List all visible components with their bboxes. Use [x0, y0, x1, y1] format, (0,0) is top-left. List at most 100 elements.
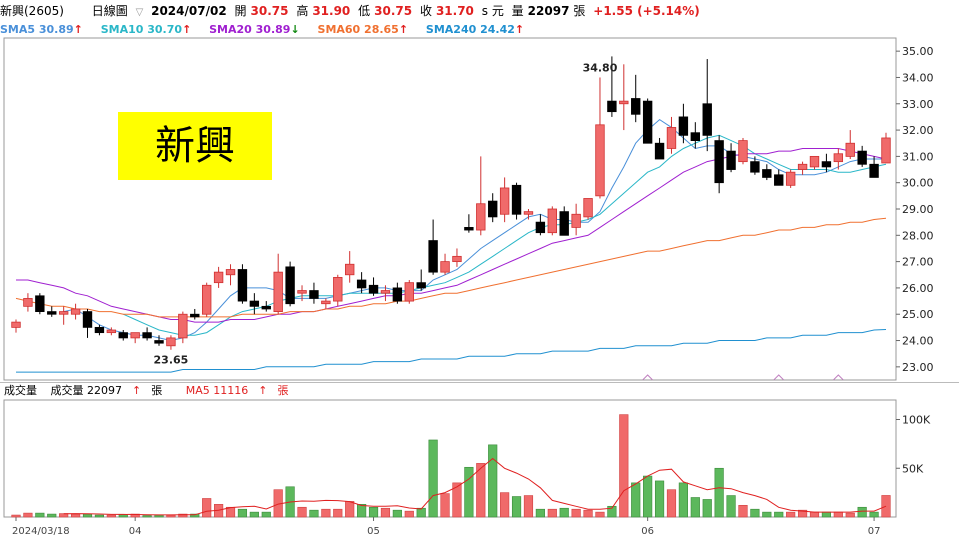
volume-unit: 張	[573, 4, 586, 18]
volume-bar	[59, 513, 69, 518]
dropdown-icon[interactable]: ▽	[135, 7, 144, 18]
candle-body	[797, 163, 808, 170]
candle-body	[261, 305, 271, 310]
volume-bar	[47, 513, 57, 518]
candle-body	[416, 282, 426, 289]
volume-bar	[523, 495, 534, 518]
candle-body	[58, 311, 69, 315]
volume-bar	[118, 514, 128, 518]
candle-body	[130, 332, 140, 339]
candle-body	[237, 269, 248, 302]
candle-body	[35, 295, 45, 313]
candle-body	[785, 171, 796, 186]
candle-body	[869, 163, 879, 178]
volume-title: 成交量	[4, 384, 37, 397]
stock-name: 新興(2605)	[0, 4, 64, 18]
volume-bar	[345, 501, 355, 518]
ma-legend: SMA5 30.89↑ SMA10 30.70↑ SMA20 30.89↓ SM…	[0, 22, 538, 38]
candle-body	[82, 311, 93, 328]
candle-body	[702, 103, 712, 136]
open-label: 開	[234, 4, 247, 18]
candle-body	[225, 269, 236, 276]
volume-tick-label: 50K	[902, 462, 924, 475]
candle-body	[690, 132, 701, 141]
candle-body	[476, 203, 486, 231]
volume-label: 量	[511, 4, 524, 18]
ma-legend-sma60[interactable]: SMA60 28.65↑	[318, 23, 409, 36]
candle-body	[523, 211, 534, 215]
open-value: 30.75	[250, 4, 289, 18]
volume-bar	[690, 497, 700, 518]
vol-unit: 張	[151, 384, 163, 397]
candle-body	[488, 200, 498, 218]
low-value: 30.75	[374, 4, 413, 18]
candle-body	[249, 300, 260, 307]
volume-bar	[23, 512, 33, 518]
volume-bar	[440, 493, 450, 518]
volume-bar	[619, 414, 629, 518]
candle-body	[619, 100, 629, 105]
volume-bar	[702, 499, 712, 518]
volume-bar	[500, 492, 510, 518]
volume-bar	[357, 504, 367, 518]
ma-line-sma5	[63, 118, 886, 342]
price-tick-label: 34.00	[902, 71, 934, 84]
unit-label: s 元	[481, 4, 504, 18]
ma-legend-sma5[interactable]: SMA5 30.89↑	[0, 23, 83, 36]
candle-body	[380, 290, 391, 294]
candle-body	[106, 329, 117, 334]
ma-legend-sma20[interactable]: SMA20 30.89↓	[209, 23, 300, 36]
volume-bar	[35, 512, 45, 518]
vol-text: 成交量 22097	[50, 384, 123, 397]
candle-body	[368, 284, 379, 294]
candle-body	[142, 332, 152, 339]
period-label[interactable]: 日線圖	[91, 4, 128, 18]
candle-body	[535, 221, 546, 234]
volume-bar	[631, 482, 641, 518]
price-tick-label: 35.00	[902, 45, 934, 58]
volume-value: 22097	[527, 4, 570, 18]
candle-body	[511, 184, 522, 215]
volume-bar	[380, 507, 391, 518]
candle-body	[118, 332, 128, 339]
x-tick-label: 07	[868, 526, 881, 537]
volume-bar	[845, 512, 855, 518]
candle-body	[464, 227, 474, 231]
close-label: 收	[419, 4, 432, 18]
event-marker-icon	[773, 374, 785, 381]
volume-bar	[595, 511, 605, 518]
candle-body	[857, 150, 867, 165]
volume-bar	[309, 509, 319, 518]
change-value: +1.55 (+5.14%)	[593, 4, 700, 18]
volume-bar	[869, 511, 879, 518]
x-tick-label: 06	[641, 526, 654, 537]
volume-bar	[452, 482, 462, 518]
ma-legend-sma240[interactable]: SMA240 24.42↑	[426, 23, 524, 36]
price-tick-label: 33.00	[902, 98, 934, 111]
volume-ma5-line	[63, 457, 887, 516]
candle-body	[726, 150, 736, 170]
volume-bar	[11, 514, 21, 518]
ma-legend-sma10[interactable]: SMA10 30.70↑	[101, 23, 192, 36]
candle-body	[631, 98, 641, 115]
volume-bar	[297, 506, 307, 518]
candle-body	[428, 240, 438, 273]
candle-body	[714, 140, 724, 184]
price-tick-label: 32.00	[902, 124, 934, 137]
volume-bar	[82, 513, 93, 518]
x-tick-label: 04	[129, 526, 142, 537]
volume-bar	[726, 495, 736, 518]
volume-bar	[738, 504, 748, 518]
high-label: 高	[296, 4, 309, 18]
volume-bar	[654, 480, 665, 518]
volume-bar	[809, 511, 820, 518]
volume-bar	[70, 513, 81, 518]
volume-bar	[547, 508, 557, 518]
ma-label: SMA10 30.70	[100, 23, 183, 36]
candle-body	[762, 169, 772, 178]
event-marker-icon	[832, 374, 844, 381]
volume-bar	[535, 508, 545, 518]
ma-label: SMA20 30.89	[209, 23, 291, 36]
price-tick-label: 30.00	[902, 177, 934, 190]
